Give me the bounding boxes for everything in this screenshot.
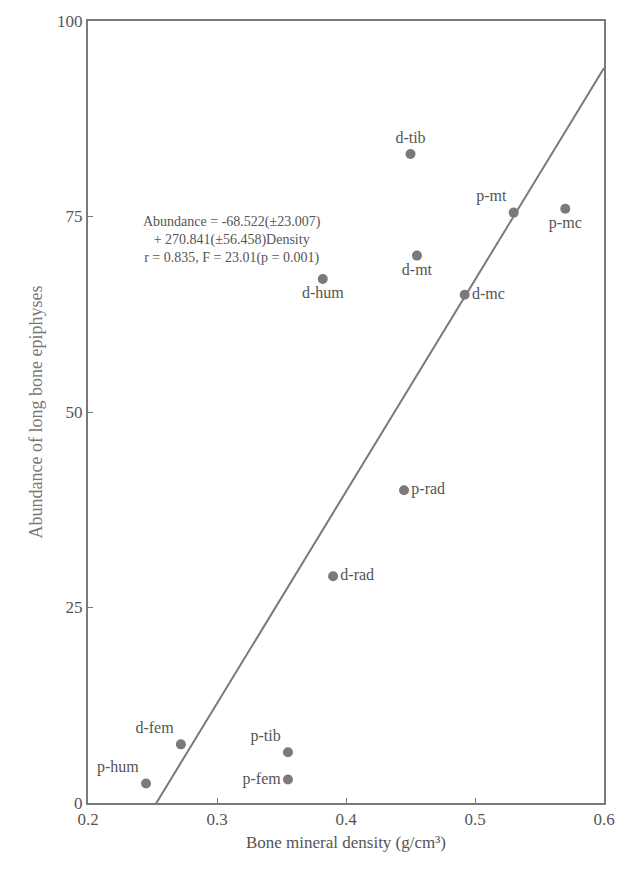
svg-text:Abundance of long bone epiphys: Abundance of long bone epiphyses bbox=[26, 286, 46, 539]
svg-text:0: 0 bbox=[74, 794, 83, 813]
svg-text:75: 75 bbox=[66, 207, 83, 226]
svg-text:p-rad: p-rad bbox=[411, 480, 445, 498]
svg-text:25: 25 bbox=[66, 598, 83, 617]
svg-text:0.4: 0.4 bbox=[335, 810, 357, 829]
svg-text:d-rad: d-rad bbox=[340, 566, 374, 583]
svg-text:0.6: 0.6 bbox=[593, 810, 614, 829]
svg-text:p-mt: p-mt bbox=[476, 187, 507, 205]
svg-text:p-fem: p-fem bbox=[242, 770, 281, 788]
svg-text:d-tib: d-tib bbox=[395, 129, 425, 146]
svg-text:p-tib: p-tib bbox=[250, 727, 280, 745]
svg-text:Abundance = -68.522(±23.007)+: Abundance = -68.522(±23.007)+ 270.841(±5… bbox=[143, 214, 321, 266]
svg-text:p-hum: p-hum bbox=[97, 758, 139, 776]
svg-text:d-hum: d-hum bbox=[302, 284, 344, 301]
svg-text:100: 100 bbox=[57, 12, 83, 31]
svg-text:p-mc: p-mc bbox=[549, 214, 582, 232]
svg-text:Bone mineral density (g/cm³): Bone mineral density (g/cm³) bbox=[246, 833, 446, 852]
svg-text:d-mc: d-mc bbox=[472, 285, 505, 302]
svg-text:d-fem: d-fem bbox=[135, 719, 174, 736]
svg-text:0.3: 0.3 bbox=[206, 810, 227, 829]
svg-text:0.5: 0.5 bbox=[464, 810, 485, 829]
svg-text:0.2: 0.2 bbox=[77, 810, 98, 829]
svg-text:d-mt: d-mt bbox=[402, 261, 433, 278]
svg-text:50: 50 bbox=[66, 403, 83, 422]
